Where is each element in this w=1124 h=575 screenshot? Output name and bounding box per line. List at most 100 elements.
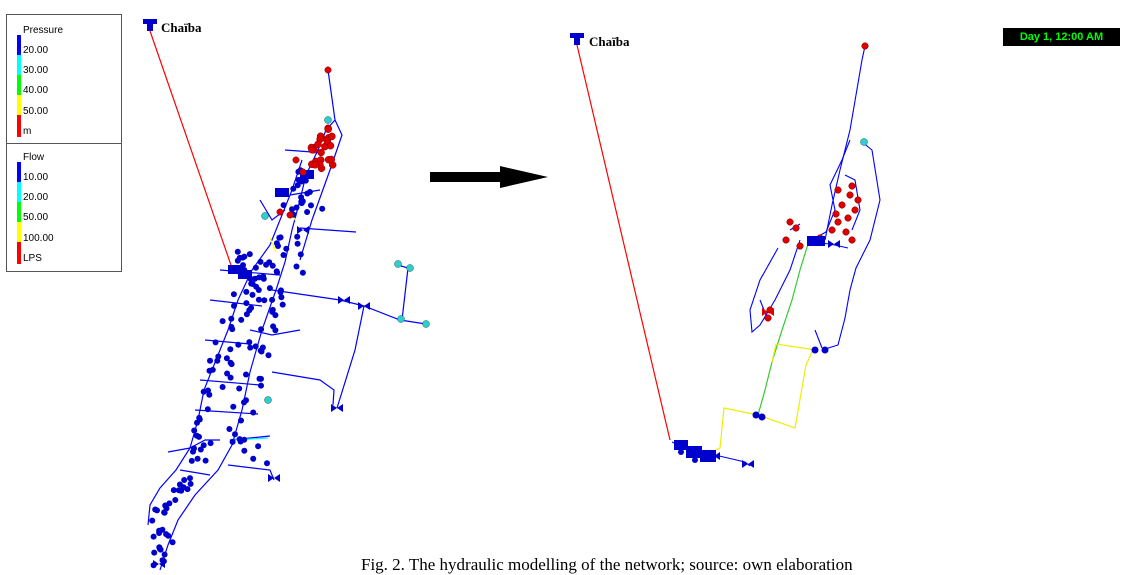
junction-node xyxy=(272,327,279,334)
flow-color-green xyxy=(17,202,21,222)
junction-node xyxy=(180,484,187,491)
junction-node xyxy=(269,262,276,269)
junction-node xyxy=(258,382,264,389)
pressure-color-cyan xyxy=(17,55,21,75)
junction-node xyxy=(269,306,276,313)
junction-node xyxy=(259,344,266,351)
reservoir-label-right: Chaïba xyxy=(589,34,630,49)
right-network xyxy=(570,33,881,468)
junction-node xyxy=(226,426,233,432)
junction-node xyxy=(317,148,325,157)
pressure-legend-item: 40.00 xyxy=(23,85,49,96)
pressure-legend-item: 20.00 xyxy=(23,45,49,56)
junction-node xyxy=(229,438,236,445)
junction-node xyxy=(249,291,256,298)
pressure-legend-item: 50.00 xyxy=(23,106,49,117)
junction-node xyxy=(250,409,257,416)
junction-node xyxy=(228,315,235,322)
junction-node xyxy=(276,208,284,216)
junction-node xyxy=(324,66,332,74)
junction-node xyxy=(255,443,262,450)
reservoir-icon xyxy=(570,33,584,45)
junction-node xyxy=(782,236,790,244)
junction-node xyxy=(238,316,245,323)
junction-node xyxy=(261,297,268,304)
junction-node xyxy=(293,263,300,270)
junction-node xyxy=(324,125,332,133)
junction-node xyxy=(227,346,234,353)
junction-node xyxy=(290,185,297,192)
junction-node xyxy=(286,211,294,219)
junction-node xyxy=(235,341,242,348)
junction-node xyxy=(252,343,259,350)
junction-node xyxy=(205,387,211,394)
flow-legend-item: 50.00 xyxy=(23,212,49,223)
flow-legend-item: 10.00 xyxy=(23,172,49,183)
junction-node xyxy=(243,371,249,378)
tank-icon xyxy=(228,265,242,274)
junction-node xyxy=(294,182,301,189)
junction-node xyxy=(193,432,200,439)
junction-node xyxy=(165,532,172,539)
reservoir-label-left: Chaïba xyxy=(161,20,202,35)
junction-node xyxy=(151,549,158,556)
junction-node xyxy=(243,288,250,295)
junction-node xyxy=(294,240,301,247)
junction-node xyxy=(293,204,300,211)
valves-right xyxy=(708,240,840,468)
junction-node xyxy=(190,448,196,455)
junction-node xyxy=(308,146,316,154)
junction-node xyxy=(280,202,287,209)
junction-node xyxy=(223,355,230,362)
junction-node xyxy=(241,399,247,406)
medium-pressure-nodes-right xyxy=(860,138,868,146)
junction-node xyxy=(227,359,234,366)
junction-node xyxy=(252,264,259,271)
junction-node xyxy=(256,375,263,382)
junction-node xyxy=(277,289,284,296)
junction-node xyxy=(854,196,862,204)
junction-node xyxy=(243,311,250,318)
simulation-time-display: Day 1, 12:00 AM xyxy=(1003,28,1120,46)
junction-node xyxy=(169,539,176,546)
junction-node xyxy=(231,302,237,309)
junction-node xyxy=(161,509,168,516)
junction-node xyxy=(248,280,255,287)
junction-node xyxy=(250,455,257,462)
junction-node xyxy=(298,200,305,207)
figure-caption: Fig. 2. The hydraulic modelling of the n… xyxy=(361,555,853,574)
flow-legend-title: Flow xyxy=(23,152,45,163)
junctions-left xyxy=(149,167,326,569)
junction-node xyxy=(326,141,335,150)
junction-node xyxy=(228,323,235,330)
valves-left xyxy=(153,226,370,568)
flow-legend-item: 100.00 xyxy=(23,233,54,244)
junction-node xyxy=(786,218,794,226)
junction-node xyxy=(861,42,869,50)
junction-node xyxy=(327,155,336,164)
junction-node xyxy=(232,431,238,438)
flow-color-red xyxy=(17,242,21,264)
junction-node xyxy=(255,296,262,303)
junction-node xyxy=(253,283,260,290)
junction-node xyxy=(275,243,281,249)
tank-icon xyxy=(300,170,314,179)
junction-node xyxy=(246,339,253,346)
flow-legend-unit: LPS xyxy=(23,253,42,264)
junction-node xyxy=(204,406,211,413)
junction-node xyxy=(294,233,301,240)
junction-node xyxy=(269,296,276,303)
flow-legend-item: 20.00 xyxy=(23,192,49,203)
arrow-icon xyxy=(430,166,548,188)
junction-node xyxy=(246,251,253,258)
junction-node xyxy=(172,497,179,503)
flow-color-cyan xyxy=(17,182,21,202)
junction-node xyxy=(207,440,214,447)
junction-node xyxy=(328,132,336,141)
junction-node xyxy=(297,251,304,258)
junction-node xyxy=(251,275,258,282)
junction-node xyxy=(828,226,836,234)
main-pipe-left xyxy=(149,30,233,269)
junction-node xyxy=(236,385,243,392)
